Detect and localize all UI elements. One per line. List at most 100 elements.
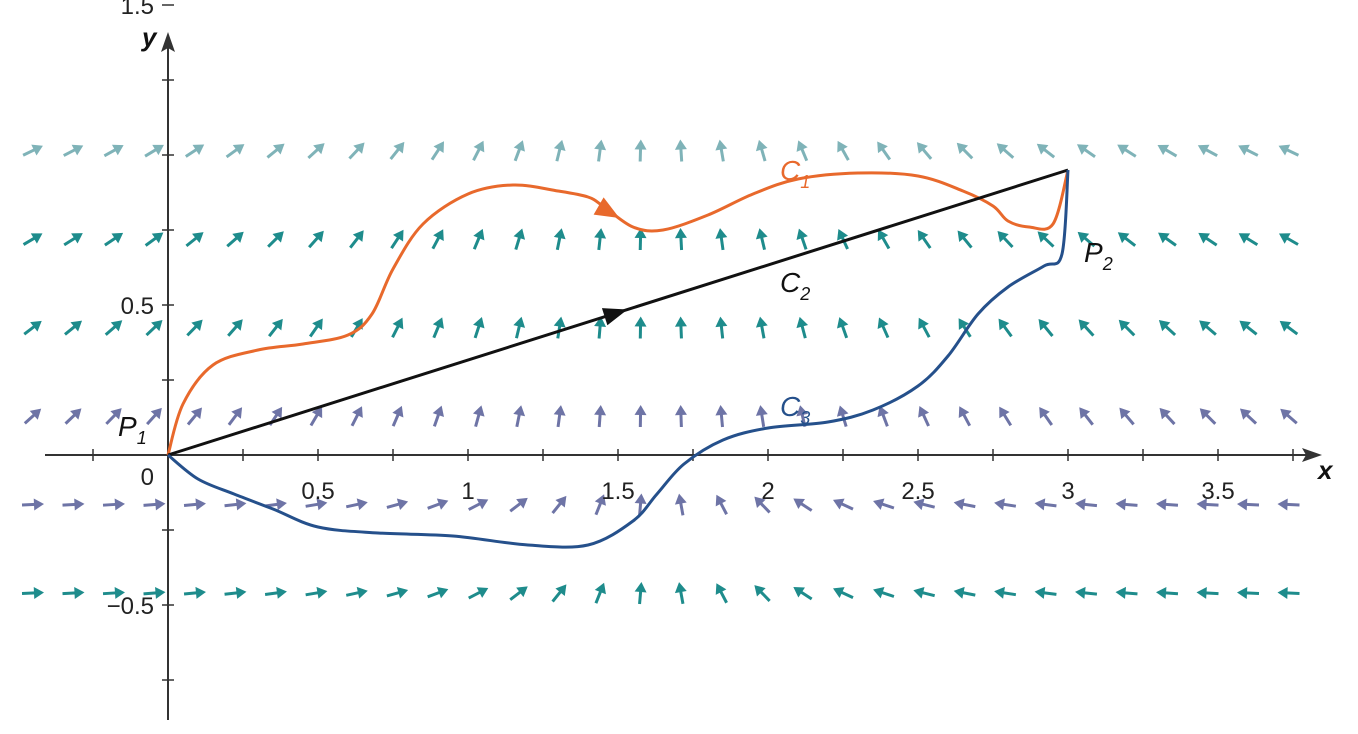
field-arrow	[227, 407, 243, 426]
x-axis-label: x	[1316, 455, 1334, 485]
field-arrow	[916, 142, 933, 160]
field-arrow	[793, 586, 813, 601]
field-arrow	[513, 316, 526, 339]
field-arrow	[390, 229, 404, 250]
field-arrow	[594, 405, 607, 428]
field-arrow	[996, 143, 1015, 159]
field-arrow	[958, 406, 972, 427]
field-arrow	[225, 144, 245, 159]
field-arrow	[918, 317, 931, 338]
field-arrow	[551, 495, 567, 515]
field-arrow	[715, 405, 728, 428]
field-arrow	[22, 233, 43, 246]
field-arrow	[796, 228, 808, 250]
field-arrow	[674, 405, 687, 428]
field-arrow	[62, 498, 85, 511]
field-arrow	[185, 232, 204, 248]
field-arrow	[594, 316, 607, 339]
field-arrow	[350, 406, 363, 427]
field-arrow	[1278, 144, 1300, 157]
field-arrow	[391, 317, 404, 338]
field-arrow	[513, 140, 525, 162]
field-arrow	[308, 318, 323, 338]
field-arrow	[953, 586, 976, 599]
field-arrow	[956, 142, 974, 160]
field-arrow	[183, 586, 206, 599]
field-arrow	[472, 405, 485, 428]
field-arrow	[104, 232, 124, 247]
field-arrow	[594, 494, 606, 516]
field-arrow	[1199, 408, 1217, 425]
field-arrow	[1076, 144, 1096, 159]
field-arrow	[430, 141, 445, 161]
field-arrow	[551, 584, 567, 603]
field-arrow	[102, 498, 125, 511]
field-arrow	[184, 144, 205, 158]
field-arrow	[345, 586, 368, 599]
field-arrow	[63, 233, 83, 247]
field-arrow	[1158, 232, 1177, 247]
field-arrow	[1034, 586, 1057, 599]
field-arrow	[146, 407, 162, 426]
field-arrow	[224, 498, 247, 511]
field-arrow	[793, 498, 813, 512]
field-arrow	[143, 498, 166, 511]
field-arrow	[634, 405, 647, 428]
curve-C3	[167, 169, 1070, 549]
x-tick-label: 2	[761, 478, 774, 505]
field-arrow	[427, 498, 449, 510]
field-arrow	[553, 228, 566, 251]
field-arrow	[1157, 144, 1178, 158]
field-arrow	[513, 228, 526, 250]
field-arrow	[917, 229, 932, 249]
field-arrow	[1277, 586, 1300, 599]
field-arrow	[102, 586, 125, 599]
field-arrow	[634, 316, 647, 339]
field-arrow	[837, 140, 850, 161]
field-arrow	[308, 230, 324, 249]
field-arrow	[1198, 232, 1218, 247]
field-arrow	[63, 144, 84, 157]
field-arrow	[873, 498, 895, 510]
field-arrow	[674, 316, 687, 339]
field-arrow	[1119, 407, 1135, 426]
field-arrow	[1075, 498, 1098, 511]
field-arrow	[1156, 586, 1179, 599]
field-arrow	[1117, 232, 1137, 247]
field-arrow	[994, 498, 1017, 511]
field-arrow	[998, 318, 1013, 338]
field-arrow	[143, 586, 166, 599]
field-arrow	[104, 320, 123, 336]
field-arrow	[105, 408, 122, 425]
field-arrow	[1039, 406, 1054, 426]
field-arrow	[64, 408, 82, 425]
field-arrow	[796, 316, 809, 339]
field-arrow	[634, 228, 647, 251]
field-arrow	[553, 316, 566, 339]
field-arrow	[227, 319, 243, 337]
field-arrow	[23, 408, 42, 425]
field-arrow	[509, 497, 528, 513]
field-arrow	[103, 144, 124, 158]
field-arrow	[594, 582, 606, 604]
field-arrow	[224, 586, 247, 599]
field-arrow	[183, 498, 206, 511]
field-arrow	[389, 141, 405, 161]
vector-field-arrows	[21, 139, 1300, 605]
field-arrow	[432, 405, 444, 427]
field-arrow	[594, 139, 607, 162]
field-arrow	[307, 143, 325, 160]
curve-label: C2	[780, 267, 810, 304]
x-tick-label: 2.5	[901, 478, 934, 505]
field-arrow	[1278, 233, 1299, 246]
field-arrow	[473, 317, 485, 339]
field-arrow	[754, 496, 771, 514]
field-arrow	[953, 498, 976, 511]
field-arrow	[957, 230, 973, 249]
field-arrow	[1280, 408, 1298, 425]
field-arrow	[62, 586, 85, 599]
field-arrow	[1079, 407, 1094, 426]
y-axis-arrowhead	[161, 32, 175, 52]
field-arrow	[427, 587, 449, 599]
